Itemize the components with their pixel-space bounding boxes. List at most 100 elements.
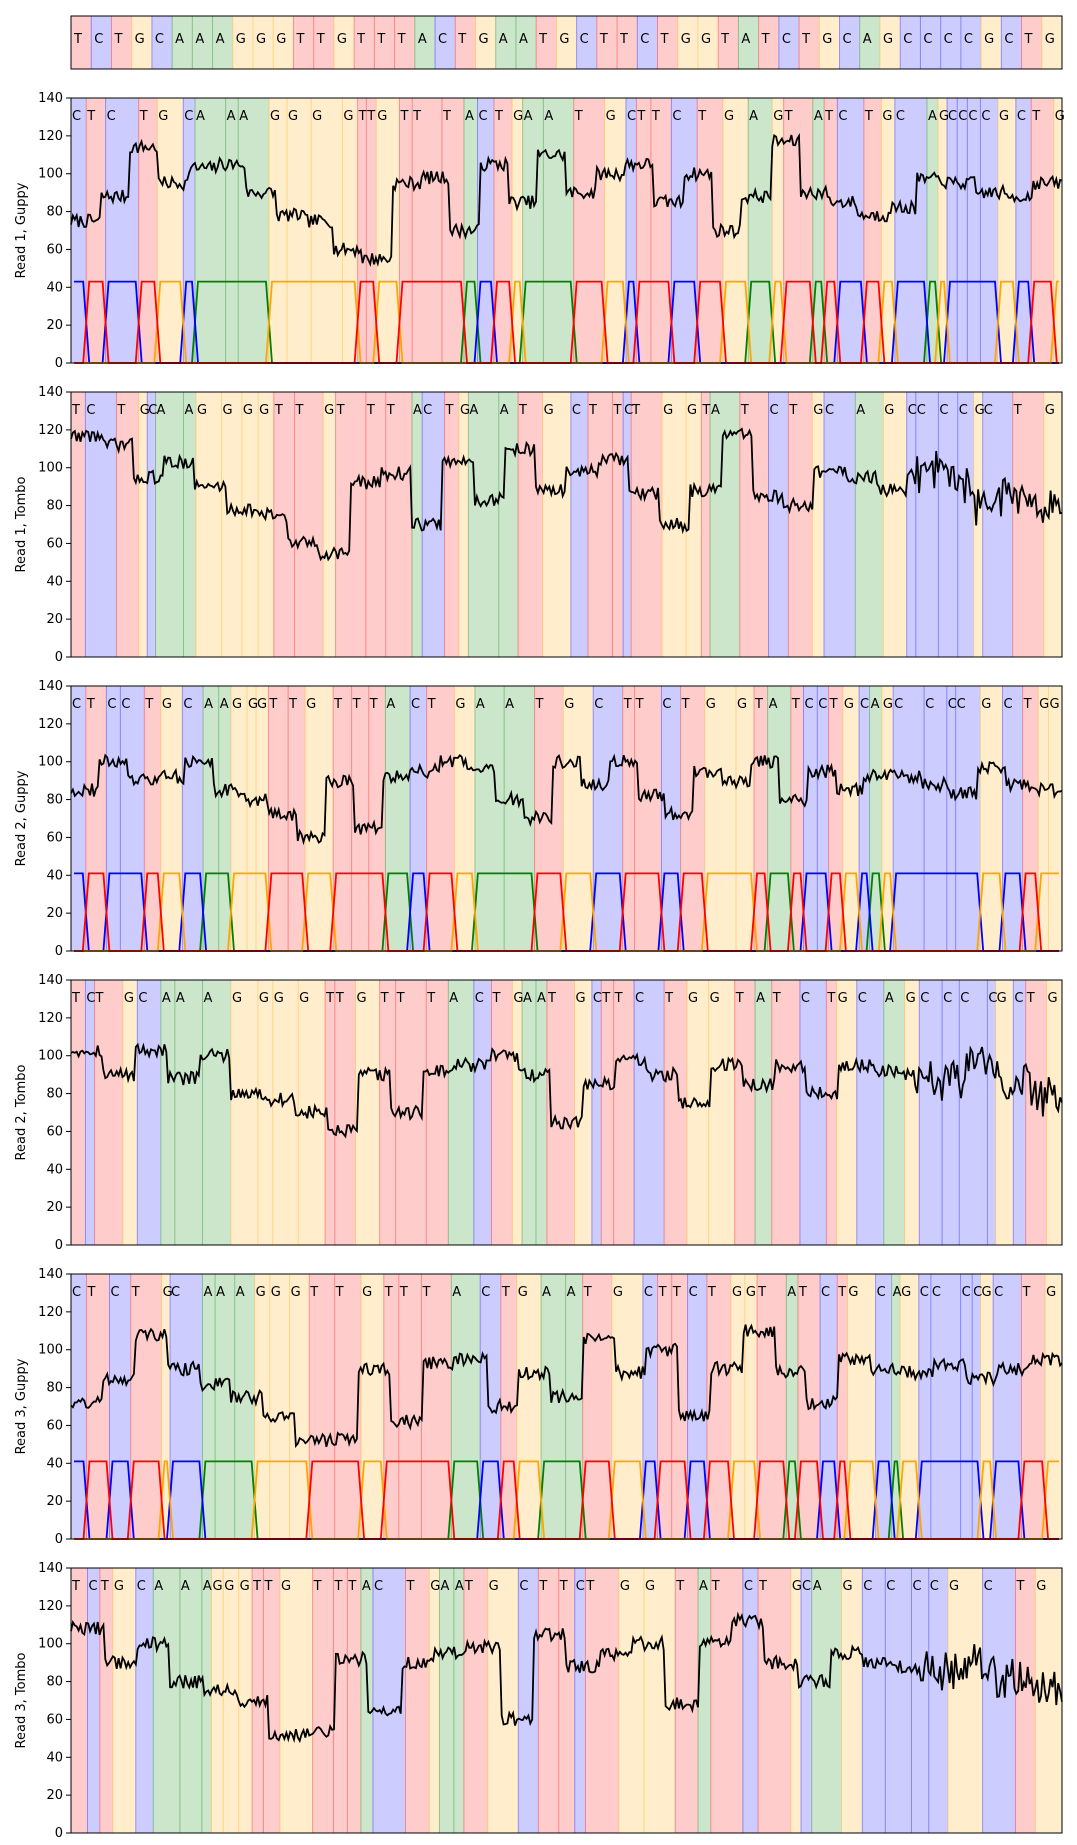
base-span (823, 392, 856, 657)
base-span (786, 1274, 798, 1539)
y-tick-label: 20 (46, 1788, 63, 1803)
base-span (144, 686, 161, 951)
base-span (671, 98, 698, 363)
base-span (1022, 686, 1039, 951)
reference-base-label: G (701, 32, 711, 47)
base-span (739, 392, 769, 657)
base-label: T (711, 1579, 720, 1594)
reference-base-label: A (741, 32, 750, 47)
base-label: A (544, 109, 553, 124)
base-label: A (196, 109, 205, 124)
base-span (279, 1568, 313, 1833)
base-label: G (999, 109, 1009, 124)
base-label: C (576, 1579, 585, 1594)
base-label: T (826, 991, 835, 1006)
base-label: A (157, 403, 166, 418)
reference-base-label: C (944, 32, 953, 47)
y-tick-label: 20 (46, 612, 63, 627)
base-label: A (567, 1285, 576, 1300)
base-span (135, 1568, 154, 1833)
base-span (256, 686, 269, 951)
reference-base-label: T (73, 32, 82, 47)
base-label: A (500, 403, 509, 418)
base-span (982, 392, 1013, 657)
base-label: G (1048, 991, 1058, 1006)
base-label: G (259, 991, 269, 1006)
base-label: C (184, 109, 193, 124)
base-span (799, 980, 827, 1245)
base-label: G (430, 1579, 440, 1594)
base-span (385, 392, 412, 657)
base-label: G (838, 991, 848, 1006)
base-span (71, 98, 87, 363)
base-label: G (163, 1285, 173, 1300)
base-label: A (523, 991, 532, 1006)
reference-base-label: T (295, 32, 304, 47)
base-span (398, 1274, 422, 1539)
base-label: G (732, 1285, 742, 1300)
base-label: G (197, 403, 207, 418)
base-label: T (772, 991, 781, 1006)
base-span (71, 1274, 87, 1539)
base-span (664, 980, 688, 1245)
base-label: C (948, 697, 957, 712)
base-span (399, 98, 413, 363)
base-label: G (248, 697, 258, 712)
base-span (734, 980, 756, 1245)
base-span (574, 1568, 586, 1833)
reference-base-label: G (337, 32, 347, 47)
y-tick-label: 40 (46, 1750, 63, 1765)
base-span (512, 980, 523, 1245)
base-span (516, 1274, 542, 1539)
base-label: T (358, 109, 367, 124)
base-label: T (701, 403, 710, 418)
base-label: G (240, 1579, 250, 1594)
base-span (661, 686, 681, 951)
base-label: C (110, 1285, 119, 1300)
base-span (203, 686, 219, 951)
base-span (120, 686, 145, 951)
base-span (411, 392, 423, 657)
reference-base-label: T (397, 32, 406, 47)
base-span (116, 392, 139, 657)
reference-base-label: T (599, 32, 608, 47)
base-span (698, 1568, 711, 1833)
base-span (824, 98, 838, 363)
base-span (980, 686, 1003, 951)
reference-base-cell (192, 16, 213, 69)
base-label: C (943, 991, 952, 1006)
base-span (790, 1568, 801, 1833)
reference-base-label: A (418, 32, 427, 47)
base-span (585, 1568, 619, 1833)
base-span (797, 1274, 821, 1539)
signal-trace (70, 427, 1063, 562)
base-span (153, 1568, 180, 1833)
base-span (735, 686, 754, 951)
base-span (99, 1568, 113, 1833)
base-span (138, 392, 148, 657)
base-span (574, 980, 592, 1245)
y-tick-label: 120 (38, 423, 63, 438)
base-label: T (681, 697, 690, 712)
base-label: G (737, 697, 747, 712)
base-label: G (997, 991, 1007, 1006)
base-span (982, 1568, 1016, 1833)
base-label: C (1003, 697, 1012, 712)
base-label: T (574, 109, 583, 124)
base-label: G (288, 109, 298, 124)
base-span (412, 98, 442, 363)
base-label: A (749, 109, 758, 124)
base-label: A (449, 991, 458, 1006)
reference-base-label: G (236, 32, 246, 47)
base-label: C (804, 697, 813, 712)
reference-base-cell (435, 16, 456, 69)
base-label: C (917, 403, 926, 418)
base-span (826, 980, 837, 1245)
base-span (421, 1274, 452, 1539)
reference-base-label: A (863, 32, 872, 47)
base-span (862, 1568, 886, 1833)
base-span (543, 98, 574, 363)
base-span (704, 686, 736, 951)
base-label: T (1013, 403, 1022, 418)
